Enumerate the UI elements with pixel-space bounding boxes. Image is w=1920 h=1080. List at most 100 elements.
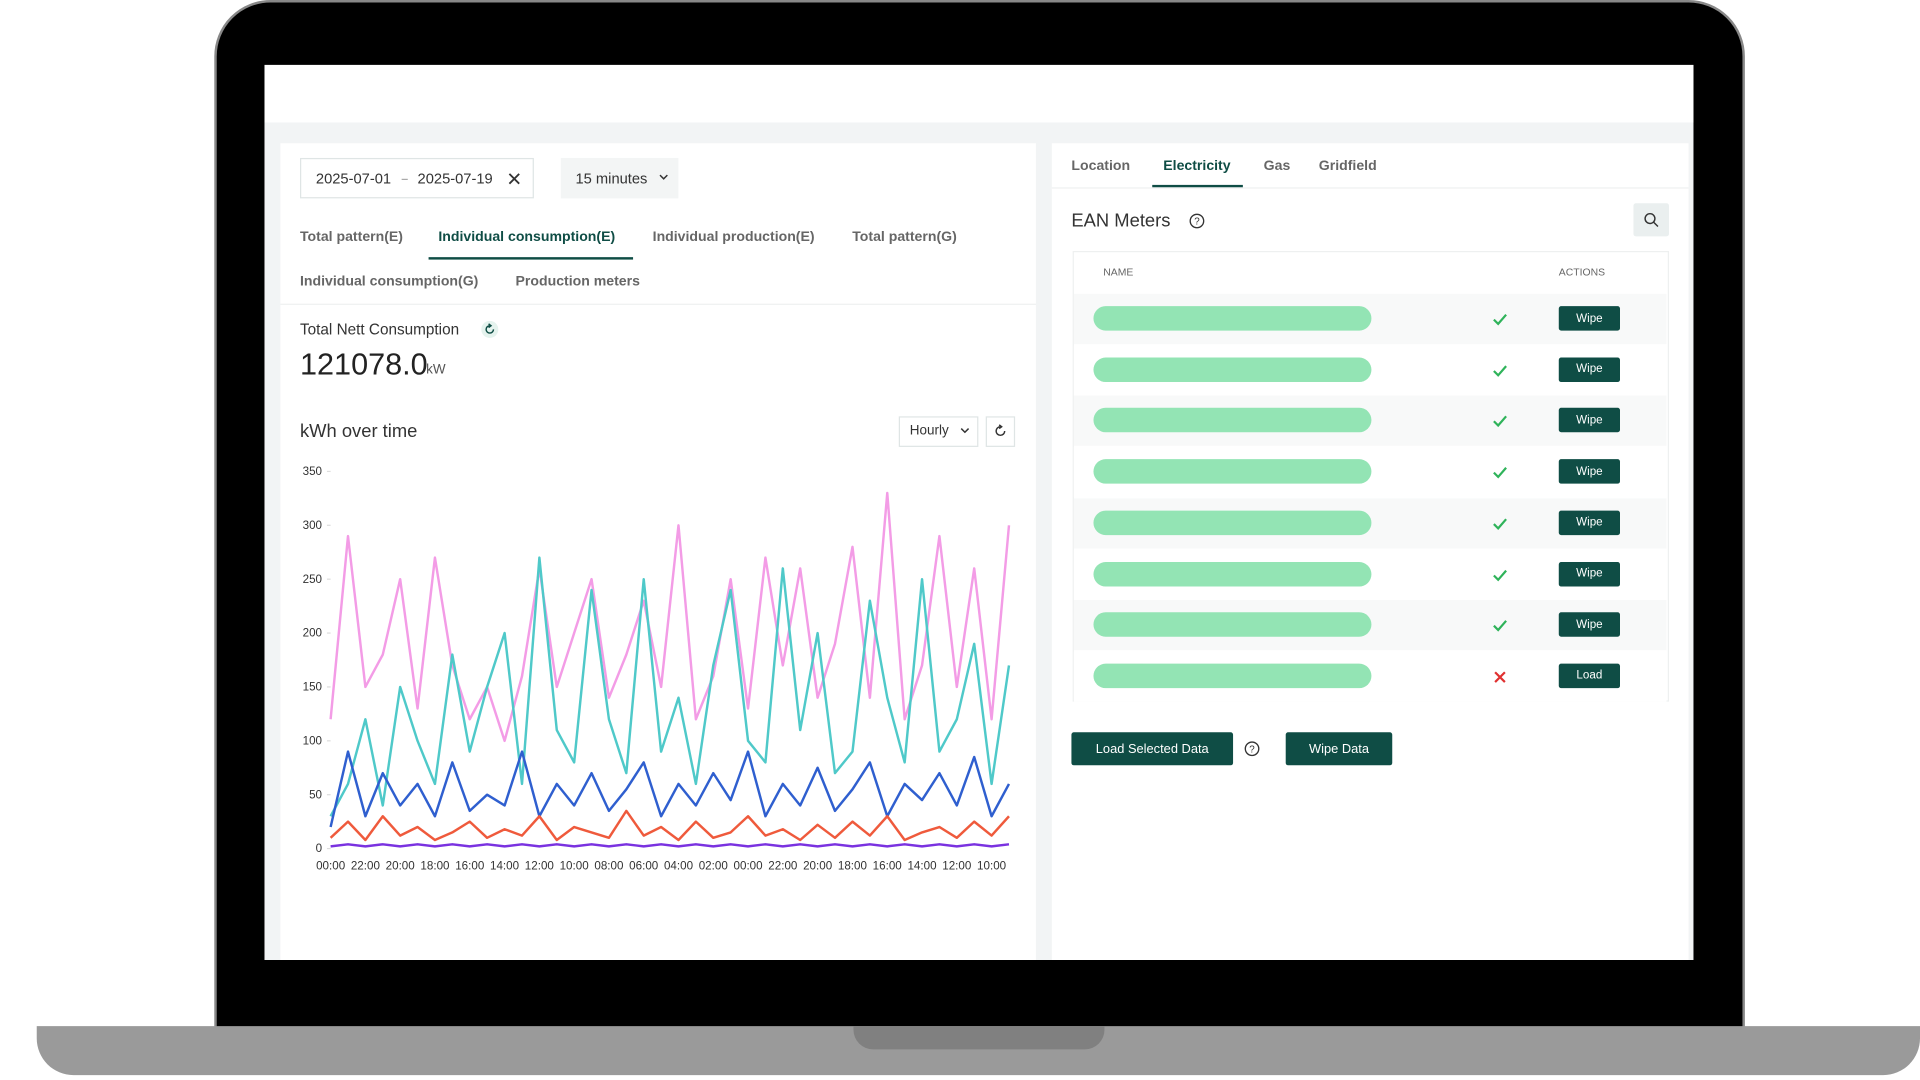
x-tick-label: 20:00 (386, 859, 416, 872)
x-tick-label: 12:00 (942, 859, 972, 872)
y-tick-label: 300 (303, 519, 323, 532)
x-tick-label: 14:00 (490, 859, 520, 872)
chart-refresh[interactable] (985, 416, 1016, 447)
x-tick-label: 10:00 (560, 859, 590, 872)
date-start: 2025-07-01 (315, 170, 392, 188)
y-tick-label: 100 (303, 734, 323, 747)
search-button[interactable] (1633, 203, 1669, 237)
column-header: ACTIONS (1558, 265, 1606, 278)
refresh-icon (995, 424, 1006, 437)
tab[interactable]: Total pattern(G) (852, 230, 957, 245)
y-tick-label: 50 (309, 788, 322, 801)
status-icon (1493, 620, 1507, 632)
summary-label: Total Nett Consumption (300, 320, 460, 338)
name-placeholder (1093, 663, 1372, 689)
tab[interactable]: Location (1071, 159, 1131, 174)
row-action-button[interactable]: Wipe (1558, 357, 1621, 382)
status-icon (1493, 365, 1507, 377)
y-tick-label: 150 (303, 681, 323, 694)
tab[interactable]: Electricity (1163, 159, 1231, 174)
help-icon[interactable]: ? (1189, 213, 1205, 229)
row-action-button[interactable]: Wipe (1558, 408, 1621, 433)
x-tick-label: 08:00 (594, 859, 624, 872)
interval-label: 15 minutes (575, 170, 648, 188)
row-action-button[interactable]: Wipe (1558, 306, 1621, 331)
x-tick-label: 22:00 (351, 859, 381, 872)
name-placeholder (1093, 306, 1372, 331)
meters-title: EAN Meters (1071, 210, 1171, 232)
x-tick-label: 22:00 (768, 859, 798, 872)
x-tick-label: 12:00 (525, 859, 555, 872)
tab-underline (1152, 184, 1243, 188)
tab[interactable]: Individual consumption(E) (438, 230, 616, 245)
summary-value: 121078.0 (300, 347, 428, 383)
x-tick-label: 06:00 (629, 859, 659, 872)
x-tick-label: 10:00 (977, 859, 1007, 872)
tab[interactable]: Gridfield (1318, 159, 1377, 174)
x-tick-label: 00:00 (734, 859, 764, 872)
chart-title: kWh over time (300, 421, 418, 443)
chevron (659, 174, 668, 180)
series-line (329, 750, 1011, 828)
tab[interactable]: Gas (1263, 159, 1291, 174)
notch (853, 1026, 1105, 1050)
help-icon[interactable]: ? (1244, 741, 1260, 757)
left-panel (280, 143, 1036, 961)
granularity-label: Hourly (909, 423, 949, 439)
top-bar (264, 64, 1694, 123)
tab[interactable]: Total pattern(E) (300, 230, 404, 245)
granularity-select[interactable] (898, 416, 979, 447)
series-line (330, 843, 1010, 848)
name-placeholder (1093, 561, 1372, 586)
status-icon (1493, 518, 1507, 530)
date-range[interactable] (300, 157, 534, 199)
status-icon (1493, 467, 1507, 479)
name-placeholder (1093, 459, 1372, 484)
svg-text:?: ? (1194, 217, 1200, 228)
series-line (329, 809, 1010, 842)
search-icon (1644, 212, 1659, 228)
status-icon (1493, 569, 1507, 581)
name-placeholder (1093, 408, 1372, 433)
y-tick-label: 200 (303, 627, 323, 640)
x-tick-label: 02:00 (699, 859, 729, 872)
tab[interactable]: Production meters (515, 274, 640, 289)
series-line (329, 556, 1011, 817)
x-tick-label: 00:00 (316, 859, 346, 872)
name-placeholder (1093, 612, 1372, 637)
refresh-icon[interactable] (481, 320, 499, 338)
wipe-data-button[interactable]: Wipe Data (1285, 732, 1393, 766)
svg-text:?: ? (1249, 744, 1255, 755)
row-action-button[interactable]: Wipe (1558, 612, 1621, 637)
interval-select[interactable] (560, 157, 679, 199)
status-icon (1494, 671, 1506, 683)
divider (1051, 187, 1689, 189)
row-action-button[interactable]: Wipe (1558, 459, 1621, 484)
row-action-button[interactable]: Load (1558, 663, 1621, 689)
tab[interactable]: Individual consumption(G) (300, 274, 479, 289)
x-tick-label: 18:00 (420, 859, 450, 872)
y-tick-label: 250 (303, 573, 323, 586)
separator (401, 178, 408, 181)
column-header: NAME (1103, 265, 1134, 278)
y-tick-label: 0 (316, 842, 323, 855)
x-tick-label: 18:00 (838, 859, 868, 872)
row-action-button[interactable]: Wipe (1558, 510, 1621, 535)
row-action-button[interactable]: Wipe (1558, 561, 1621, 586)
x-tick-label: 16:00 (455, 859, 485, 872)
chevron (960, 428, 970, 434)
series-line (329, 491, 1011, 743)
name-placeholder (1093, 357, 1372, 382)
clear-icon[interactable] (508, 173, 520, 185)
x-tick-label: 04:00 (664, 859, 694, 872)
summary-unit: kW (426, 362, 446, 378)
tab[interactable]: Individual production(E) (652, 230, 815, 245)
divider (280, 303, 1036, 305)
tab-underline (428, 257, 634, 260)
x-tick-label: 16:00 (873, 859, 903, 872)
status-icon (1493, 313, 1507, 326)
y-tick-label: 350 (303, 465, 323, 478)
name-placeholder (1093, 510, 1372, 535)
load-selected-button[interactable]: Load Selected Data (1071, 732, 1234, 766)
